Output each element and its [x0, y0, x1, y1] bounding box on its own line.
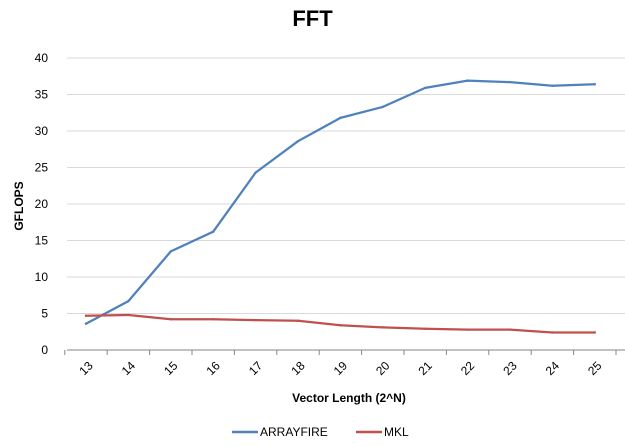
- chart-title: FFT: [292, 6, 333, 31]
- tick-labels: 0 5 10 15 20 25 30 35 40 13 14 15 16 17 18 19 20 21 22 23 24…: [35, 51, 605, 378]
- data-point-arrayfire-19: [339, 116, 342, 120]
- y-tick-label-10: 10: [35, 270, 49, 284]
- legend: ARRAYFIRE MKL: [232, 425, 409, 439]
- y-tick-label-30: 30: [35, 124, 49, 138]
- x-tick-label-15: 15: [161, 358, 181, 378]
- x-tick-label-21: 21: [416, 358, 436, 378]
- x-tick-label-14: 14: [119, 358, 139, 378]
- axes: [64, 349, 625, 355]
- x-tick-label-18: 18: [288, 358, 308, 378]
- data-point-arrayfire-23: [508, 80, 512, 84]
- data-point-mkl-17: [254, 318, 257, 322]
- legend-label-mkl: MKL: [384, 425, 409, 439]
- data-point-arrayfire-17: [254, 171, 257, 174]
- x-tick-label-24: 24: [543, 358, 563, 378]
- data-point-mkl-14: [127, 313, 130, 317]
- data-point-arrayfire-20: [381, 105, 384, 109]
- data-point-mkl-13: [84, 314, 88, 317]
- y-axis-title: GFLOPS: [12, 181, 26, 230]
- data-point-mkl-20: [381, 326, 384, 329]
- data-point-mkl-16: [212, 318, 215, 321]
- y-tick-label-5: 5: [41, 307, 48, 321]
- data-point-arrayfire-18: [296, 140, 300, 143]
- y-tick-label-15: 15: [35, 234, 49, 248]
- data-point-arrayfire-16: [212, 230, 215, 233]
- data-point-mkl-18: [296, 319, 300, 322]
- x-tick-label-13: 13: [76, 358, 96, 378]
- x-tick-label-25: 25: [585, 358, 605, 378]
- x-tick-label-22: 22: [458, 358, 478, 378]
- x-tick-label-17: 17: [246, 358, 266, 378]
- x-axis-title: Vector Length (2^N): [292, 391, 406, 405]
- y-tick-label-0: 0: [41, 343, 48, 357]
- data-point-mkl-25: [593, 331, 596, 334]
- x-tick-label-19: 19: [331, 358, 351, 378]
- data-point-arrayfire-25: [593, 83, 596, 86]
- data-point-arrayfire-13: [84, 322, 88, 325]
- y-tick-label-40: 40: [35, 51, 49, 65]
- data-point-arrayfire-21: [424, 86, 427, 90]
- data-point-mkl-19: [339, 323, 342, 327]
- data-point-arrayfire-14: [127, 299, 130, 303]
- data-point-mkl-24: [551, 331, 554, 334]
- data-point-arrayfire-24: [551, 84, 554, 87]
- series-line-mkl: [84, 313, 596, 334]
- data-point-mkl-23: [508, 328, 512, 331]
- data-point-mkl-22: [466, 328, 469, 331]
- series-lines: [84, 79, 596, 334]
- data-point-mkl-15: [169, 318, 172, 321]
- data-point-arrayfire-22: [466, 79, 469, 82]
- data-point-arrayfire-15: [169, 250, 172, 253]
- data-point-mkl-21: [424, 327, 427, 331]
- y-tick-label-25: 25: [35, 161, 49, 175]
- x-tick-label-16: 16: [204, 358, 224, 378]
- y-tick-label-35: 35: [35, 88, 49, 102]
- x-tick-label-23: 23: [500, 358, 520, 378]
- gridlines: [67, 57, 625, 314]
- y-tick-label-20: 20: [35, 197, 49, 211]
- x-tick-label-20: 20: [373, 358, 393, 378]
- legend-label-arrayfire: ARRAYFIRE: [260, 425, 328, 439]
